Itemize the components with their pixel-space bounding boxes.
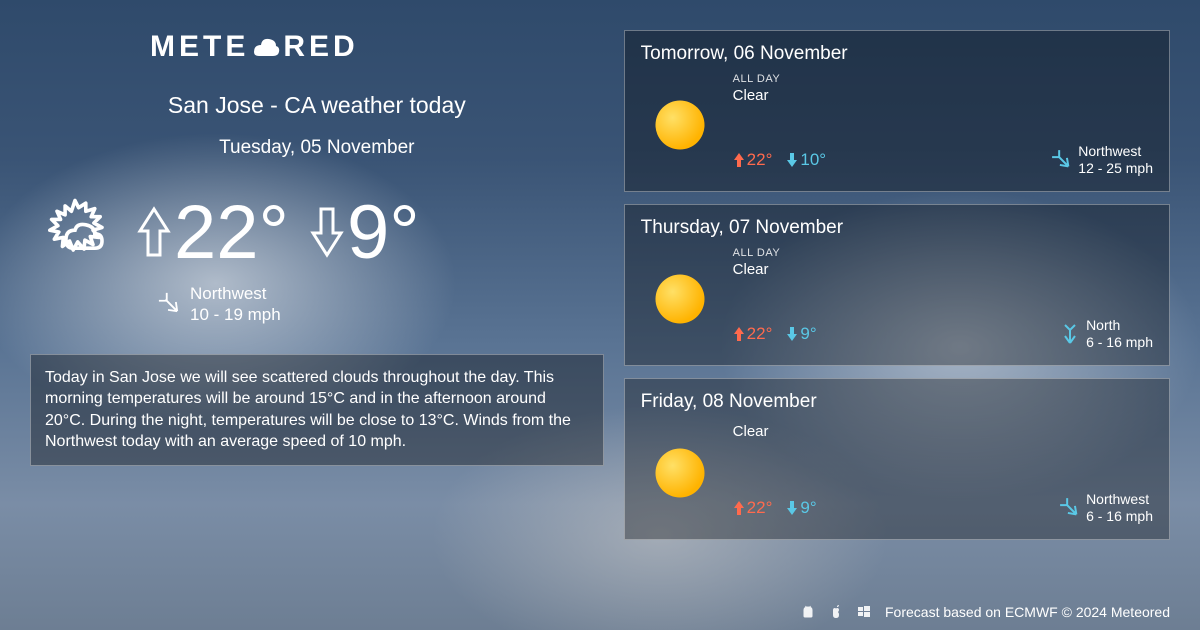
today-wind-dir: Northwest: [190, 283, 281, 304]
today-summary: 22° 9°: [30, 187, 604, 277]
arrow-down-icon: [786, 152, 798, 168]
windows-icon: [857, 605, 871, 619]
brand-suffix: RED: [283, 30, 358, 64]
arrow-down-icon: [786, 500, 798, 516]
today-high-value: 22°: [174, 189, 289, 276]
today-description: Today in San Jose we will see scattered …: [30, 354, 604, 466]
forecast-wind: Northwest 12 - 25 mph: [1054, 143, 1153, 177]
sun-icon: [641, 421, 719, 525]
forecast-low: 9°: [786, 498, 816, 518]
arrow-up-icon: [733, 326, 745, 342]
forecast-card: Thursday, 07 November ALL DAY Clear: [624, 204, 1170, 366]
allday-label: ALL DAY: [733, 73, 1153, 85]
forecast-wind: Northwest 6 - 16 mph: [1062, 491, 1153, 525]
arrow-down-icon: [786, 326, 798, 342]
partly-cloudy-icon: [30, 187, 120, 277]
arrow-up-icon: [733, 500, 745, 516]
footer: Forecast based on ECMWF © 2024 Meteored: [801, 604, 1170, 620]
sun-icon: [641, 73, 719, 177]
brand-icon: [251, 32, 281, 62]
wind-icon: [1049, 147, 1076, 174]
today-low: 9°: [307, 189, 420, 276]
arrow-up-icon: [733, 152, 745, 168]
apple-icon: [829, 605, 843, 619]
brand-logo: METE RED: [150, 30, 604, 64]
android-icon: [801, 605, 815, 619]
arrow-down-icon: [307, 203, 347, 261]
page-title: San Jose - CA weather today: [30, 92, 604, 119]
wind-icon: [1057, 495, 1084, 522]
today-wind: Northwest 10 - 19 mph: [160, 283, 604, 326]
today-low-value: 9°: [347, 189, 420, 276]
forecast-low: 10°: [786, 150, 826, 170]
brand-prefix: METE: [150, 30, 249, 64]
forecast-condition: Clear: [733, 261, 1153, 278]
sun-icon: [641, 247, 719, 351]
today-date: Tuesday, 05 November: [30, 137, 604, 159]
wind-icon: [1062, 323, 1078, 345]
today-wind-speed: 10 - 19 mph: [190, 304, 281, 325]
forecast-date: Tomorrow, 06 November: [641, 43, 1153, 65]
forecast-date: Thursday, 07 November: [641, 217, 1153, 239]
forecast-condition: Clear: [733, 87, 1153, 104]
forecast-high: 22°: [733, 324, 773, 344]
forecast-card: Tomorrow, 06 November ALL DAY Clear: [624, 30, 1170, 192]
forecast-list: Tomorrow, 06 November ALL DAY Clear: [624, 30, 1170, 610]
forecast-low: 9°: [786, 324, 816, 344]
arrow-up-icon: [134, 203, 174, 261]
forecast-date: Friday, 08 November: [641, 391, 1153, 413]
forecast-high: 22°: [733, 150, 773, 170]
forecast-condition: Clear: [733, 423, 1153, 440]
forecast-card: Friday, 08 November Clear: [624, 378, 1170, 540]
allday-label: ALL DAY: [733, 247, 1153, 259]
forecast-wind: North 6 - 16 mph: [1062, 317, 1153, 351]
wind-icon: [154, 289, 185, 320]
today-high: 22°: [134, 189, 289, 276]
forecast-high: 22°: [733, 498, 773, 518]
footer-credit: Forecast based on ECMWF © 2024 Meteored: [885, 604, 1170, 620]
